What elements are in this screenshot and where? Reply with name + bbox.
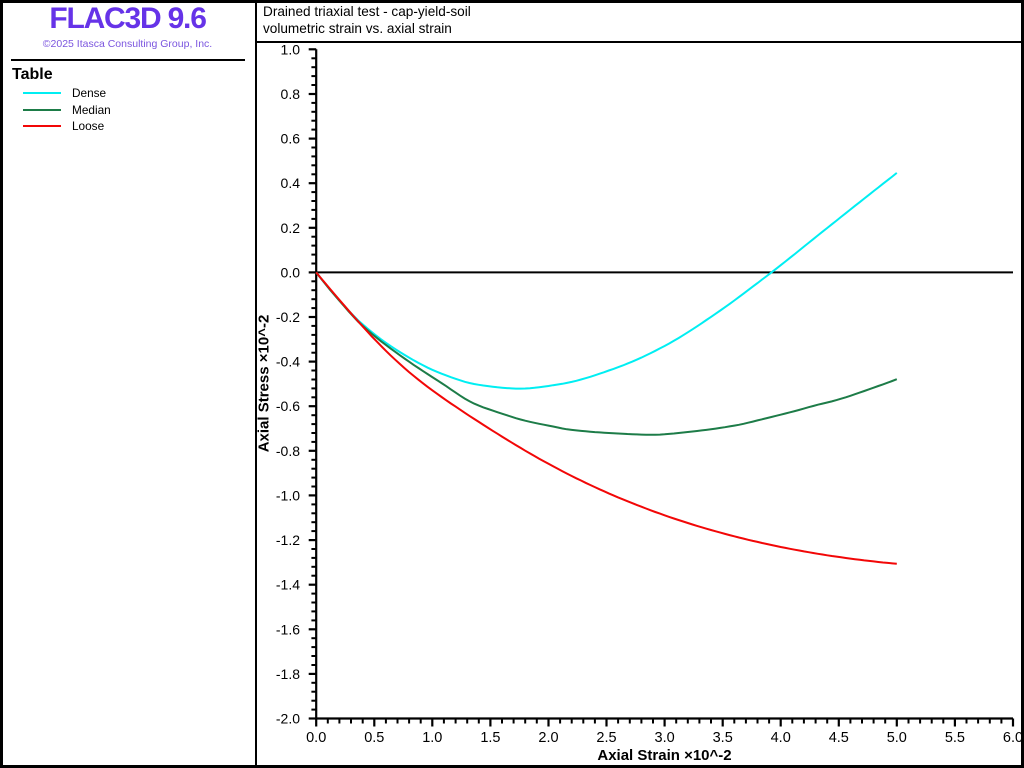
svg-text:-1.6: -1.6 xyxy=(276,621,300,637)
svg-text:4.0: 4.0 xyxy=(771,730,791,746)
svg-text:-0.8: -0.8 xyxy=(276,443,300,459)
svg-text:-1.4: -1.4 xyxy=(276,577,300,593)
svg-text:0.6: 0.6 xyxy=(281,131,301,147)
svg-text:-0.2: -0.2 xyxy=(276,309,300,325)
svg-text:3.0: 3.0 xyxy=(655,730,675,746)
svg-text:5.5: 5.5 xyxy=(945,730,965,746)
svg-text:-1.0: -1.0 xyxy=(276,487,300,503)
svg-text:1.0: 1.0 xyxy=(422,730,442,746)
svg-text:-1.8: -1.8 xyxy=(276,666,300,682)
svg-text:0.2: 0.2 xyxy=(281,220,301,236)
svg-text:-2.0: -2.0 xyxy=(276,711,300,727)
svg-text:0.4: 0.4 xyxy=(281,175,301,191)
svg-text:6.0: 6.0 xyxy=(1003,730,1023,746)
svg-text:3.5: 3.5 xyxy=(713,730,733,746)
svg-text:0.5: 0.5 xyxy=(364,730,384,746)
svg-text:0.0: 0.0 xyxy=(281,264,301,280)
svg-text:1.0: 1.0 xyxy=(281,41,301,57)
svg-text:0.0: 0.0 xyxy=(306,730,326,746)
svg-text:Axial Strain ×10^-2: Axial Strain ×10^-2 xyxy=(597,747,731,764)
svg-text:-1.2: -1.2 xyxy=(276,532,300,548)
svg-text:2.5: 2.5 xyxy=(596,730,616,746)
svg-text:4.5: 4.5 xyxy=(829,730,849,746)
svg-text:-0.4: -0.4 xyxy=(276,354,300,370)
svg-text:2.0: 2.0 xyxy=(538,730,558,746)
svg-text:Axial Stress ×10^-2: Axial Stress ×10^-2 xyxy=(256,315,273,453)
svg-text:5.0: 5.0 xyxy=(887,730,907,746)
svg-text:0.8: 0.8 xyxy=(281,86,301,102)
svg-text:1.5: 1.5 xyxy=(480,730,500,746)
svg-text:-0.6: -0.6 xyxy=(276,398,300,414)
